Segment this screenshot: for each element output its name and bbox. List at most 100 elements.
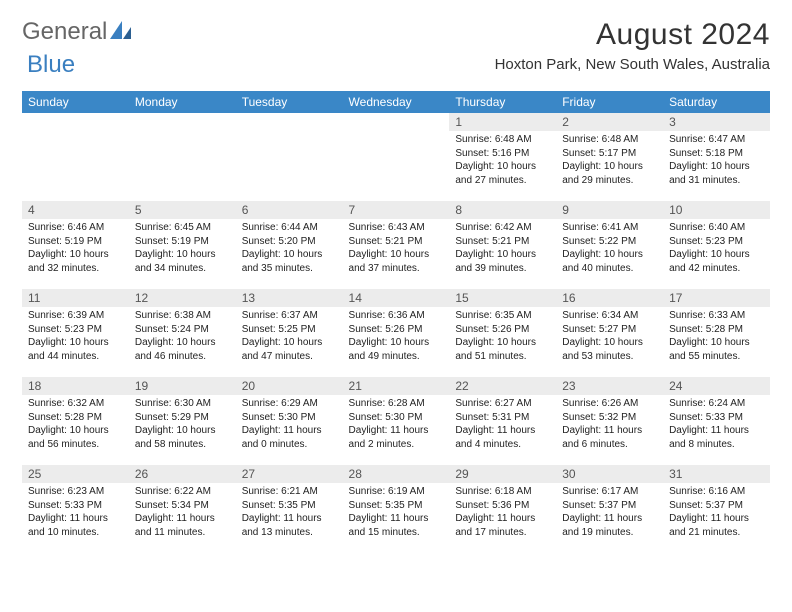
calendar-day-cell: 8Sunrise: 6:42 AMSunset: 5:21 PMDaylight…	[449, 201, 556, 289]
calendar-day-cell: 23Sunrise: 6:26 AMSunset: 5:32 PMDayligh…	[556, 377, 663, 465]
calendar-day-cell: 6Sunrise: 6:44 AMSunset: 5:20 PMDaylight…	[236, 201, 343, 289]
day-details: Sunrise: 6:42 AMSunset: 5:21 PMDaylight:…	[449, 219, 556, 279]
calendar-day-cell: 21Sunrise: 6:28 AMSunset: 5:30 PMDayligh…	[343, 377, 450, 465]
day-details: Sunrise: 6:46 AMSunset: 5:19 PMDaylight:…	[22, 219, 129, 279]
day-number: 7	[343, 201, 450, 219]
day-header: Wednesday	[343, 91, 450, 113]
day-header: Friday	[556, 91, 663, 113]
calendar-day-cell: 11Sunrise: 6:39 AMSunset: 5:23 PMDayligh…	[22, 289, 129, 377]
day-details: Sunrise: 6:38 AMSunset: 5:24 PMDaylight:…	[129, 307, 236, 367]
calendar-day-cell: 9Sunrise: 6:41 AMSunset: 5:22 PMDaylight…	[556, 201, 663, 289]
day-details: Sunrise: 6:23 AMSunset: 5:33 PMDaylight:…	[22, 483, 129, 543]
day-number: 17	[663, 289, 770, 307]
day-number: 30	[556, 465, 663, 483]
calendar-day-cell: 18Sunrise: 6:32 AMSunset: 5:28 PMDayligh…	[22, 377, 129, 465]
day-number: 18	[22, 377, 129, 395]
calendar-day-cell: 19Sunrise: 6:30 AMSunset: 5:29 PMDayligh…	[129, 377, 236, 465]
day-details: Sunrise: 6:39 AMSunset: 5:23 PMDaylight:…	[22, 307, 129, 367]
day-number: 26	[129, 465, 236, 483]
logo-text-b: Blue	[27, 51, 75, 79]
day-details: Sunrise: 6:48 AMSunset: 5:16 PMDaylight:…	[449, 131, 556, 191]
day-number: 5	[129, 201, 236, 219]
day-number: 29	[449, 465, 556, 483]
calendar-week-row: 11Sunrise: 6:39 AMSunset: 5:23 PMDayligh…	[22, 289, 770, 377]
day-number: 27	[236, 465, 343, 483]
day-header: Sunday	[22, 91, 129, 113]
day-number: 16	[556, 289, 663, 307]
calendar-day-cell: 13Sunrise: 6:37 AMSunset: 5:25 PMDayligh…	[236, 289, 343, 377]
day-number: 31	[663, 465, 770, 483]
calendar-day-cell: 28Sunrise: 6:19 AMSunset: 5:35 PMDayligh…	[343, 465, 450, 553]
day-details: Sunrise: 6:32 AMSunset: 5:28 PMDaylight:…	[22, 395, 129, 455]
day-details: Sunrise: 6:29 AMSunset: 5:30 PMDaylight:…	[236, 395, 343, 455]
day-number: 20	[236, 377, 343, 395]
day-details: Sunrise: 6:47 AMSunset: 5:18 PMDaylight:…	[663, 131, 770, 191]
day-details: Sunrise: 6:37 AMSunset: 5:25 PMDaylight:…	[236, 307, 343, 367]
day-details: Sunrise: 6:19 AMSunset: 5:35 PMDaylight:…	[343, 483, 450, 543]
logo-sail-icon	[109, 19, 135, 41]
calendar-day-cell	[22, 113, 129, 201]
day-number: 3	[663, 113, 770, 131]
day-details: Sunrise: 6:41 AMSunset: 5:22 PMDaylight:…	[556, 219, 663, 279]
day-details: Sunrise: 6:17 AMSunset: 5:37 PMDaylight:…	[556, 483, 663, 543]
day-header: Saturday	[663, 91, 770, 113]
day-number: 21	[343, 377, 450, 395]
calendar-day-cell: 27Sunrise: 6:21 AMSunset: 5:35 PMDayligh…	[236, 465, 343, 553]
day-details: Sunrise: 6:28 AMSunset: 5:30 PMDaylight:…	[343, 395, 450, 455]
calendar-day-cell: 26Sunrise: 6:22 AMSunset: 5:34 PMDayligh…	[129, 465, 236, 553]
calendar-week-row: 4Sunrise: 6:46 AMSunset: 5:19 PMDaylight…	[22, 201, 770, 289]
day-details: Sunrise: 6:44 AMSunset: 5:20 PMDaylight:…	[236, 219, 343, 279]
day-header-row: SundayMondayTuesdayWednesdayThursdayFrid…	[22, 91, 770, 113]
calendar-day-cell: 15Sunrise: 6:35 AMSunset: 5:26 PMDayligh…	[449, 289, 556, 377]
day-header: Thursday	[449, 91, 556, 113]
day-number: 25	[22, 465, 129, 483]
day-number: 10	[663, 201, 770, 219]
calendar-day-cell: 30Sunrise: 6:17 AMSunset: 5:37 PMDayligh…	[556, 465, 663, 553]
day-details: Sunrise: 6:34 AMSunset: 5:27 PMDaylight:…	[556, 307, 663, 367]
day-number: 9	[556, 201, 663, 219]
calendar-day-cell: 22Sunrise: 6:27 AMSunset: 5:31 PMDayligh…	[449, 377, 556, 465]
day-details: Sunrise: 6:16 AMSunset: 5:37 PMDaylight:…	[663, 483, 770, 543]
day-details: Sunrise: 6:22 AMSunset: 5:34 PMDaylight:…	[129, 483, 236, 543]
location-label: Hoxton Park, New South Wales, Australia	[495, 56, 770, 73]
day-details: Sunrise: 6:26 AMSunset: 5:32 PMDaylight:…	[556, 395, 663, 455]
calendar-day-cell: 1Sunrise: 6:48 AMSunset: 5:16 PMDaylight…	[449, 113, 556, 201]
day-number: 8	[449, 201, 556, 219]
logo-text-a: General	[22, 18, 107, 46]
calendar-day-cell: 5Sunrise: 6:45 AMSunset: 5:19 PMDaylight…	[129, 201, 236, 289]
day-details: Sunrise: 6:45 AMSunset: 5:19 PMDaylight:…	[129, 219, 236, 279]
day-details: Sunrise: 6:40 AMSunset: 5:23 PMDaylight:…	[663, 219, 770, 279]
day-details: Sunrise: 6:33 AMSunset: 5:28 PMDaylight:…	[663, 307, 770, 367]
day-number: 1	[449, 113, 556, 131]
calendar-day-cell	[129, 113, 236, 201]
logo: General	[22, 18, 135, 46]
calendar-day-cell: 2Sunrise: 6:48 AMSunset: 5:17 PMDaylight…	[556, 113, 663, 201]
day-details: Sunrise: 6:48 AMSunset: 5:17 PMDaylight:…	[556, 131, 663, 191]
day-number: 19	[129, 377, 236, 395]
calendar-week-row: 18Sunrise: 6:32 AMSunset: 5:28 PMDayligh…	[22, 377, 770, 465]
calendar-week-row: 1Sunrise: 6:48 AMSunset: 5:16 PMDaylight…	[22, 113, 770, 201]
day-number: 6	[236, 201, 343, 219]
calendar-day-cell: 17Sunrise: 6:33 AMSunset: 5:28 PMDayligh…	[663, 289, 770, 377]
day-number: 14	[343, 289, 450, 307]
calendar-day-cell: 16Sunrise: 6:34 AMSunset: 5:27 PMDayligh…	[556, 289, 663, 377]
day-number: 15	[449, 289, 556, 307]
day-number: 28	[343, 465, 450, 483]
day-number: 12	[129, 289, 236, 307]
calendar-day-cell: 24Sunrise: 6:24 AMSunset: 5:33 PMDayligh…	[663, 377, 770, 465]
day-number: 24	[663, 377, 770, 395]
calendar-day-cell: 25Sunrise: 6:23 AMSunset: 5:33 PMDayligh…	[22, 465, 129, 553]
calendar-day-cell: 4Sunrise: 6:46 AMSunset: 5:19 PMDaylight…	[22, 201, 129, 289]
calendar-day-cell: 29Sunrise: 6:18 AMSunset: 5:36 PMDayligh…	[449, 465, 556, 553]
day-details: Sunrise: 6:24 AMSunset: 5:33 PMDaylight:…	[663, 395, 770, 455]
day-header: Tuesday	[236, 91, 343, 113]
day-details: Sunrise: 6:36 AMSunset: 5:26 PMDaylight:…	[343, 307, 450, 367]
day-number: 23	[556, 377, 663, 395]
day-details: Sunrise: 6:43 AMSunset: 5:21 PMDaylight:…	[343, 219, 450, 279]
calendar-day-cell: 12Sunrise: 6:38 AMSunset: 5:24 PMDayligh…	[129, 289, 236, 377]
day-details: Sunrise: 6:35 AMSunset: 5:26 PMDaylight:…	[449, 307, 556, 367]
calendar-day-cell: 14Sunrise: 6:36 AMSunset: 5:26 PMDayligh…	[343, 289, 450, 377]
calendar-day-cell: 31Sunrise: 6:16 AMSunset: 5:37 PMDayligh…	[663, 465, 770, 553]
calendar-day-cell: 10Sunrise: 6:40 AMSunset: 5:23 PMDayligh…	[663, 201, 770, 289]
day-details: Sunrise: 6:21 AMSunset: 5:35 PMDaylight:…	[236, 483, 343, 543]
